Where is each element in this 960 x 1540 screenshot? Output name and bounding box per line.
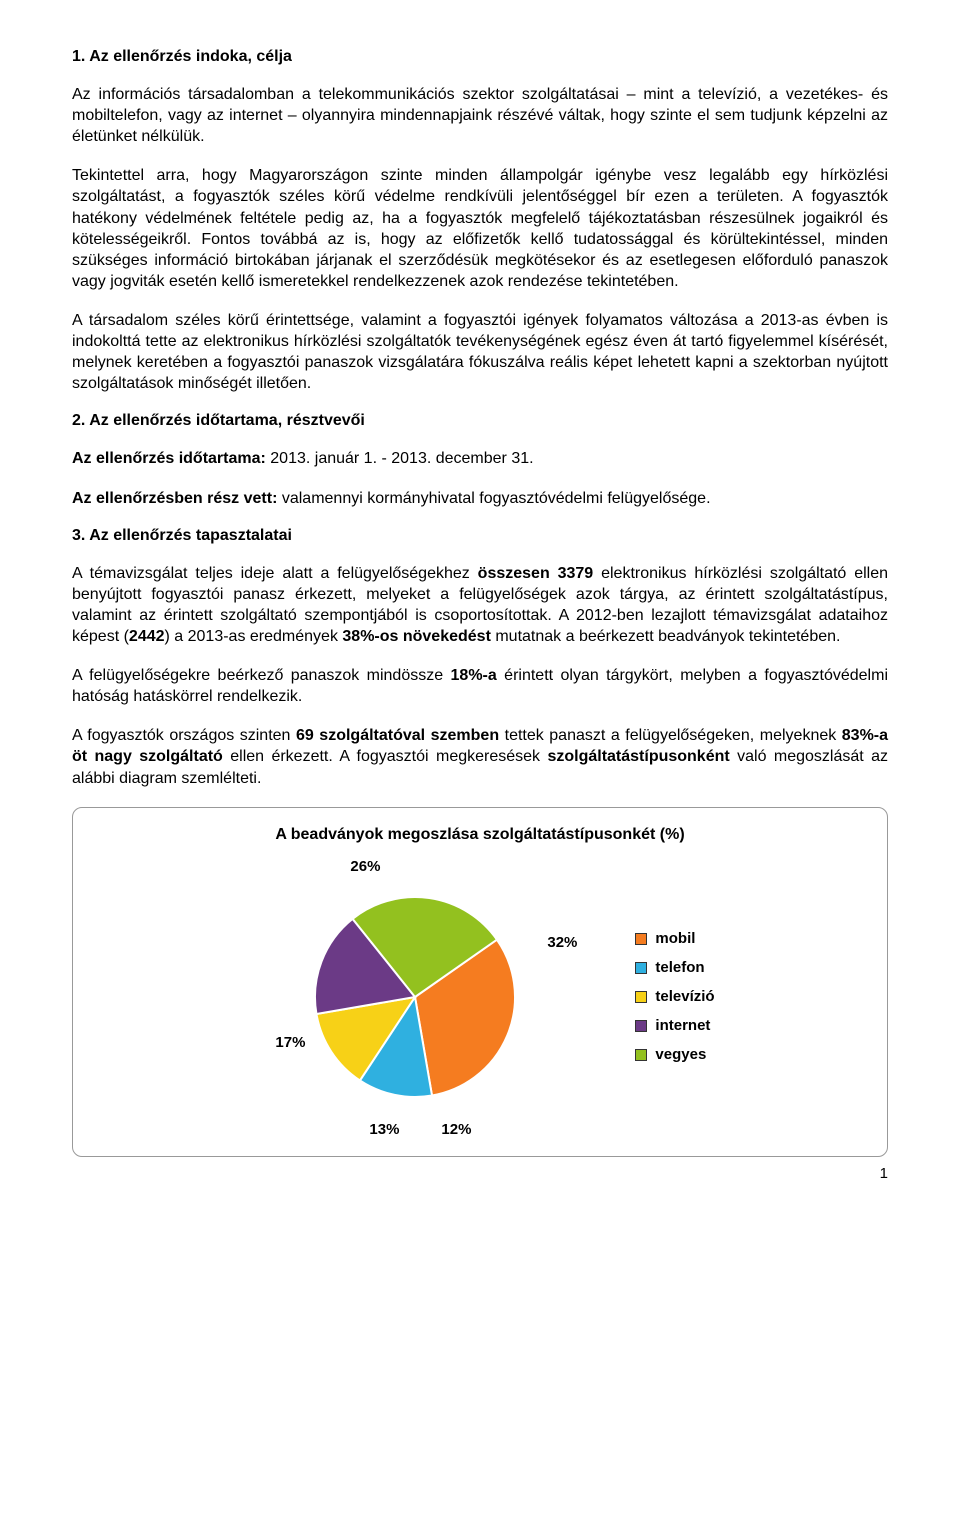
pct-label-12: 12% (441, 1121, 471, 1138)
duration-label: Az ellenőrzés időtartama: (72, 450, 266, 467)
chart-body: 26% 32% 12% 13% 17% mobil telefon televí… (97, 862, 863, 1132)
section-2-title: 2. Az ellenőrzés időtartama, résztvevői (72, 412, 888, 430)
paragraph: A fogyasztók országos szinten 69 szolgál… (72, 725, 888, 788)
text-bold: szolgáltatástípusonként (547, 748, 729, 765)
section-3-title: 3. Az ellenőrzés tapasztalatai (72, 527, 888, 545)
legend-swatch (635, 1049, 647, 1061)
pct-label-17: 17% (275, 1034, 305, 1051)
text: ellen érkezett. A fogyasztói megkeresése… (223, 748, 548, 765)
text: ) a 2013-as eredmények (165, 628, 343, 645)
text: tettek panaszt a felügyelőségeken, melye… (499, 727, 842, 744)
legend-item: telefon (635, 959, 714, 976)
pct-label-26: 26% (350, 858, 380, 875)
legend-item: internet (635, 1017, 714, 1034)
section-1-title: 1. Az ellenőrzés indoka, célja (72, 48, 888, 66)
legend-swatch (635, 933, 647, 945)
legend-label: televízió (655, 988, 714, 1005)
legend-item: vegyes (635, 1046, 714, 1063)
text-bold: 18%-a (451, 667, 497, 684)
chart-legend: mobil telefon televízió internet vegyes (635, 930, 714, 1063)
pct-label-13: 13% (369, 1121, 399, 1138)
legend-item: mobil (635, 930, 714, 947)
legend-swatch (635, 962, 647, 974)
page: 1. Az ellenőrzés indoka, célja Az inform… (0, 0, 960, 1202)
pie-chart-container: A beadványok megoszlása szolgáltatástípu… (72, 807, 888, 1157)
pie-chart-svg (245, 862, 575, 1132)
legend-swatch (635, 1020, 647, 1032)
paragraph: Tekintettel arra, hogy Magyarországon sz… (72, 165, 888, 292)
paragraph: A felügyelőségekre beérkező panaszok min… (72, 665, 888, 707)
legend-label: telefon (655, 959, 704, 976)
legend-swatch (635, 991, 647, 1003)
paragraph: A társadalom széles körű érintettsége, v… (72, 310, 888, 394)
pie-area: 26% 32% 12% 13% 17% (245, 862, 575, 1132)
text: A témavizsgálat teljes ideje alatt a fel… (72, 565, 478, 582)
page-number: 1 (72, 1165, 888, 1182)
text: A fogyasztók országos szinten (72, 727, 296, 744)
pct-label-32: 32% (547, 934, 577, 951)
text-bold: 38%-os növekedést (342, 628, 491, 645)
participants-value: valamennyi kormányhivatal fogyasztóvédel… (277, 490, 710, 507)
legend-label: mobil (655, 930, 695, 947)
legend-item: televízió (635, 988, 714, 1005)
text: mutatnak a beérkezett beadványok tekinte… (491, 628, 841, 645)
paragraph: Az információs társadalomban a telekommu… (72, 84, 888, 147)
text-bold: 69 szolgáltatóval szemben (296, 727, 499, 744)
duration-value: 2013. január 1. - 2013. december 31. (266, 450, 534, 467)
text-bold: összesen 3379 (478, 565, 594, 582)
text-bold: 2442 (129, 628, 165, 645)
paragraph: A témavizsgálat teljes ideje alatt a fel… (72, 563, 888, 647)
participants-label: Az ellenőrzésben rész vett: (72, 490, 277, 507)
participants-line: Az ellenőrzésben rész vett: valamennyi k… (72, 488, 888, 509)
text: A felügyelőségekre beérkező panaszok min… (72, 667, 451, 684)
legend-label: internet (655, 1017, 710, 1034)
legend-label: vegyes (655, 1046, 706, 1063)
chart-title: A beadványok megoszlása szolgáltatástípu… (97, 826, 863, 844)
duration-line: Az ellenőrzés időtartama: 2013. január 1… (72, 448, 888, 469)
